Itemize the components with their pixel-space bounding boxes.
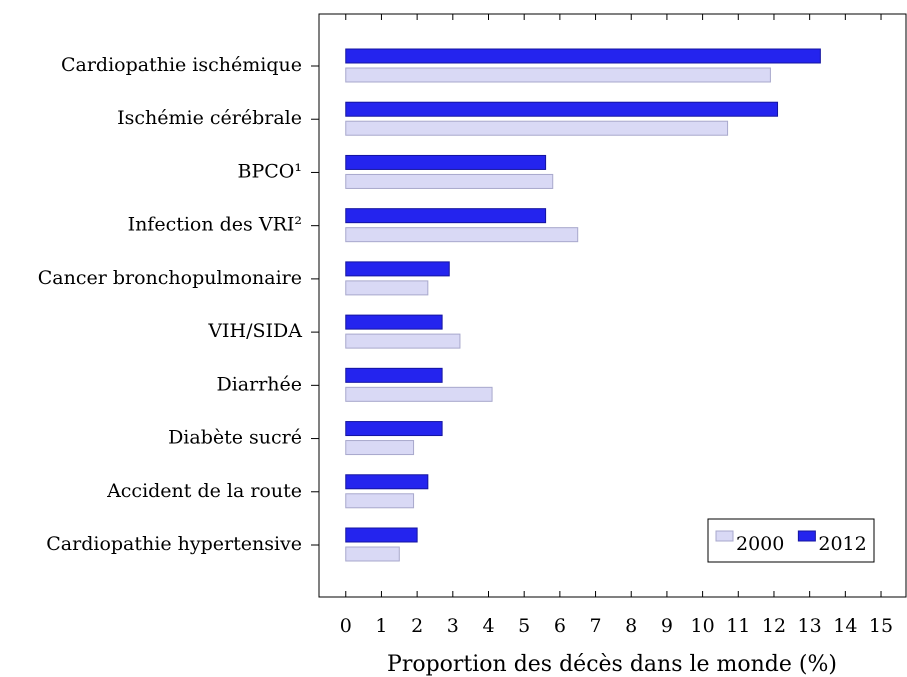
bar — [345, 154, 547, 170]
bar — [345, 546, 400, 562]
x-tick-label: 7 — [590, 615, 602, 637]
x-tick-label: 8 — [625, 615, 637, 637]
y-tick-label: VIH/SIDA — [207, 320, 302, 342]
x-tick-label: 1 — [375, 615, 387, 637]
y-tick-label: Diarrhée — [216, 373, 302, 395]
bar — [345, 280, 429, 296]
bar — [345, 48, 821, 64]
bar — [345, 120, 729, 136]
y-tick-label: Accident de la route — [106, 480, 302, 502]
bar — [345, 367, 443, 383]
x-tick-label: 11 — [726, 615, 750, 637]
y-tick-label: Diabète sucré — [168, 427, 302, 449]
bar — [345, 493, 415, 509]
bar — [345, 173, 554, 189]
x-tick-label: 6 — [554, 615, 566, 637]
bar — [345, 440, 415, 456]
y-tick-label: Cardiopathie hypertensive — [46, 533, 302, 555]
bar — [345, 527, 418, 543]
bar — [345, 386, 493, 402]
bar — [345, 333, 461, 349]
legend-label: 2012 — [818, 533, 866, 555]
bar — [345, 314, 443, 330]
bar — [345, 101, 779, 117]
legend-box — [707, 518, 875, 563]
bar — [345, 474, 429, 490]
legend-swatch — [797, 530, 816, 542]
x-tick-label: 2 — [411, 615, 423, 637]
bar — [345, 67, 771, 83]
legend-label: 2000 — [736, 533, 784, 555]
y-tick-label: Infection des VRI² — [128, 214, 302, 236]
x-tick-label: 15 — [869, 615, 893, 637]
y-tick-label: BPCO¹ — [238, 160, 302, 182]
y-tick-label: Cardiopathie ischémique — [61, 54, 302, 76]
x-tick-label: 3 — [447, 615, 459, 637]
x-tick-label: 5 — [518, 615, 530, 637]
bar — [345, 208, 547, 224]
bar — [345, 227, 579, 243]
y-tick-label: Cancer bronchopulmonaire — [38, 267, 302, 289]
x-tick-label: 13 — [798, 615, 822, 637]
bar — [345, 261, 450, 277]
x-tick-label: 10 — [691, 615, 715, 637]
bar — [345, 421, 443, 437]
plot-frame — [318, 13, 907, 598]
y-tick-label: Ischémie cérébrale — [117, 107, 302, 129]
x-tick-label: 4 — [482, 615, 494, 637]
x-axis-label: Proportion des décès dans le monde (%) — [387, 652, 837, 677]
x-tick-label: 14 — [833, 615, 857, 637]
x-tick-label: 0 — [340, 615, 352, 637]
x-tick-label: 9 — [661, 615, 673, 637]
x-tick-label: 12 — [762, 615, 786, 637]
legend-swatch — [715, 530, 734, 542]
